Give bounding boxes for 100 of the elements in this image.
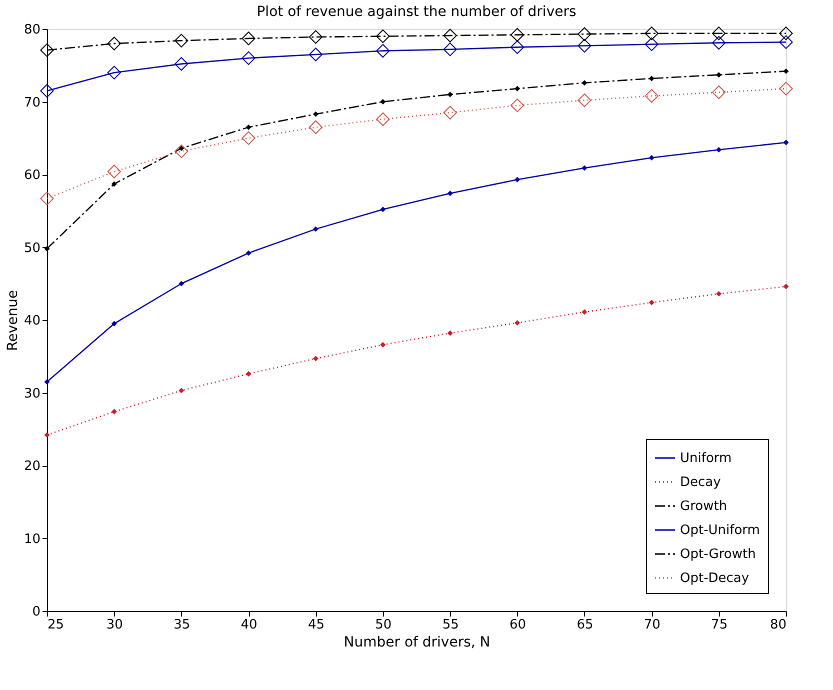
- point: [242, 51, 256, 65]
- y-tick-label: 80: [24, 22, 40, 38]
- point: [716, 147, 722, 153]
- point: [376, 44, 390, 58]
- x-axis-title: Number of drivers, N: [344, 634, 490, 650]
- point: [312, 226, 318, 232]
- point: [107, 164, 122, 178]
- point: [174, 34, 188, 48]
- point: [44, 379, 50, 385]
- point: [308, 48, 323, 62]
- point: [242, 32, 256, 46]
- point: [111, 320, 117, 326]
- point: [107, 66, 122, 80]
- point: [40, 84, 54, 98]
- point: [779, 35, 793, 49]
- x-tick-label: 30: [106, 618, 123, 632]
- point: [510, 28, 524, 42]
- point: [447, 92, 453, 98]
- point: [174, 57, 188, 71]
- point: [111, 181, 117, 187]
- point: [712, 85, 726, 100]
- point: [443, 106, 457, 120]
- legend-label: Growth: [680, 499, 728, 514]
- point: [582, 165, 588, 171]
- point: [582, 309, 588, 315]
- x-tick-label: 35: [174, 618, 190, 632]
- y-tick-label: 60: [24, 168, 40, 183]
- point: [107, 36, 122, 50]
- y-tick-label: 0: [32, 604, 40, 620]
- y-axis-title: Revenue: [4, 290, 21, 351]
- x-tick-label: 45: [308, 618, 324, 632]
- y-tick-label: 70: [24, 95, 40, 110]
- y-tick-label: 40: [24, 314, 40, 328]
- point: [443, 28, 457, 42]
- point: [783, 140, 789, 146]
- legend-label: Opt-Uniform: [680, 523, 760, 538]
- point: [380, 99, 386, 104]
- legend-label: Uniform: [680, 451, 732, 466]
- point: [308, 30, 323, 44]
- point: [648, 300, 654, 306]
- point: [380, 206, 386, 212]
- y-tick-label: 20: [24, 459, 40, 474]
- point: [178, 280, 184, 286]
- point: [644, 89, 658, 103]
- point: [644, 26, 658, 40]
- point: [779, 26, 793, 40]
- x-tick-label: 60: [510, 618, 526, 632]
- point: [712, 26, 726, 40]
- point: [174, 144, 188, 158]
- point: [447, 330, 453, 336]
- point: [443, 42, 457, 56]
- point: [246, 371, 252, 377]
- point: [178, 388, 184, 394]
- point: [779, 82, 793, 96]
- point: [783, 284, 789, 290]
- point: [376, 112, 390, 126]
- point: [40, 192, 54, 206]
- y-tick-label: 10: [24, 532, 40, 547]
- x-tick-label: 50: [375, 618, 392, 632]
- point: [648, 155, 654, 161]
- point: [44, 246, 50, 252]
- point: [716, 72, 722, 78]
- point: [246, 124, 252, 130]
- y-tick-label: 50: [24, 240, 40, 256]
- point: [578, 93, 592, 108]
- point: [716, 291, 722, 297]
- legend-label: Opt-Growth: [680, 547, 756, 562]
- x-tick-label: 80: [770, 618, 786, 632]
- point: [712, 36, 726, 50]
- point: [242, 131, 256, 145]
- point: [376, 29, 390, 44]
- point: [514, 176, 520, 182]
- point: [510, 40, 524, 54]
- legend-label: Opt-Decay: [680, 571, 750, 586]
- point: [644, 37, 658, 52]
- x-tick-label: 40: [240, 618, 258, 632]
- legend-label: Decay: [680, 475, 722, 490]
- y-tick-label: 30: [24, 386, 40, 402]
- point: [246, 250, 252, 256]
- x-tick-label: 55: [442, 618, 459, 632]
- point: [514, 86, 520, 92]
- point: [447, 190, 453, 196]
- point: [582, 80, 588, 86]
- point: [510, 98, 524, 112]
- x-tick-label: 65: [576, 618, 594, 632]
- point: [514, 320, 520, 326]
- x-tick-label: 75: [711, 618, 728, 632]
- point: [111, 408, 117, 414]
- point: [380, 342, 386, 348]
- point: [40, 43, 54, 57]
- point: [312, 356, 318, 362]
- x-tick-label: 70: [644, 618, 660, 632]
- point: [44, 432, 50, 438]
- point: [308, 120, 323, 134]
- point: [312, 111, 318, 117]
- point: [578, 38, 592, 53]
- x-tick-label: 25: [48, 618, 64, 632]
- chart-title: Plot of revenue against the number of drivers: [256, 4, 576, 20]
- point: [578, 27, 592, 41]
- point: [783, 68, 789, 74]
